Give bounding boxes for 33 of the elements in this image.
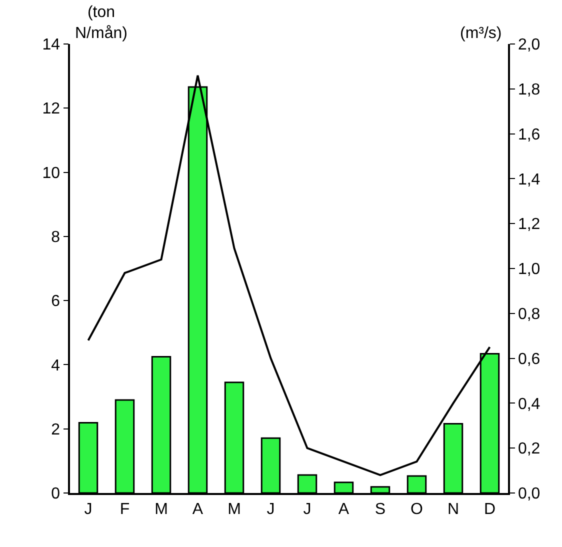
x-tick-label: S xyxy=(374,500,386,518)
y2-tick-label: 0,2 xyxy=(518,440,540,458)
y2-tick-label: 1,4 xyxy=(518,171,540,188)
y2-tick-label: 1,6 xyxy=(518,126,540,144)
x-tick-label: D xyxy=(484,500,496,518)
y-tick-label: 10 xyxy=(42,164,60,182)
x-tick-label: N xyxy=(447,500,460,518)
y2-tick-label: 1,8 xyxy=(518,82,540,98)
x-tick-label: M xyxy=(154,500,168,518)
y-tick-label: 8 xyxy=(51,229,60,246)
y-tick-label: 4 xyxy=(51,357,60,374)
y2-tick-label: 1,2 xyxy=(518,216,540,234)
y-tick-label: 0 xyxy=(51,486,60,503)
x-tick-label: M xyxy=(228,500,241,518)
y2-tick-label: 1,0 xyxy=(518,261,540,278)
x-tick-label: F xyxy=(120,500,130,518)
y2-tick-label: 0,4 xyxy=(518,396,540,413)
x-tick-label: A xyxy=(338,500,350,518)
y-tick-label: 2 xyxy=(51,421,60,438)
y2-tick-label: 2,0 xyxy=(518,36,540,54)
y-tick-label: 14 xyxy=(42,36,60,54)
y-tick-label: 12 xyxy=(42,100,60,118)
x-tick-label: J xyxy=(84,500,92,518)
y-axis-title: (ton N/mån) xyxy=(75,4,128,42)
x-tick-label: A xyxy=(192,500,204,518)
y2-tick-label: 0,8 xyxy=(518,306,540,323)
y2-axis-title: (m³/s) xyxy=(460,25,502,42)
x-tick-label: J xyxy=(303,500,312,518)
y2-tick-label: 0,6 xyxy=(518,350,540,368)
y-tick-label: 6 xyxy=(51,293,60,310)
x-tick-label: J xyxy=(266,500,275,518)
y2-tick-label: 0,0 xyxy=(518,486,540,503)
x-tick-label: O xyxy=(410,500,423,518)
